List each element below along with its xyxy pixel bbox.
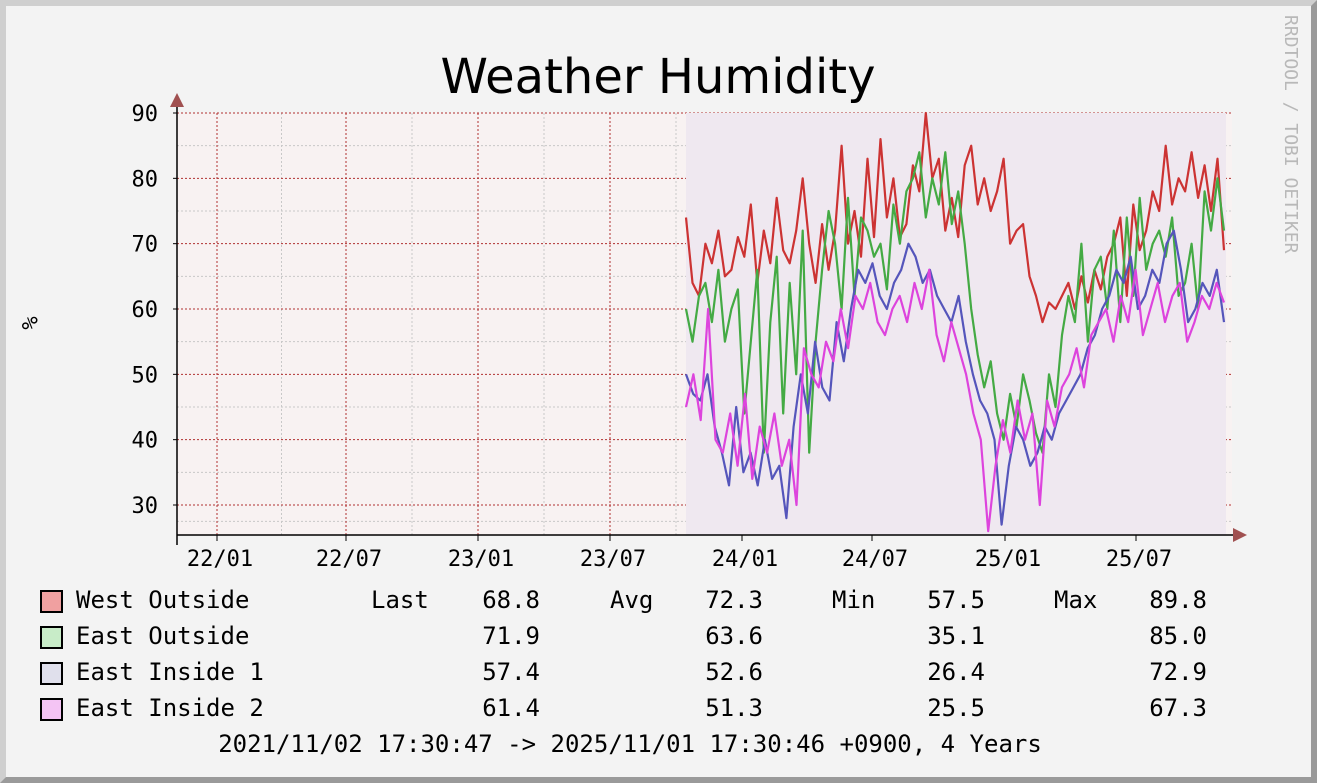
legend-series-name: East Inside 1: [76, 658, 264, 686]
legend-series-name: West Outside: [76, 586, 249, 614]
legend-value: 51.3: [705, 694, 763, 722]
y-tick-label: 50: [132, 363, 159, 388]
legend: Last Avg Min Max West Outside 68.8 72.3 57.…: [40, 586, 1207, 722]
x-tick-label: 22/01: [187, 547, 253, 572]
y-tick-label: 40: [132, 429, 159, 454]
legend-swatch: [40, 590, 63, 613]
legend-value: 26.4: [927, 658, 985, 686]
legend-value: 71.9: [482, 622, 540, 650]
legend-value: 52.6: [705, 658, 763, 686]
legend-last-label: Last: [371, 586, 429, 614]
legend-max-label: Max: [1054, 586, 1097, 614]
legend-avg-label: Avg: [610, 586, 653, 614]
x-tick-label: 23/07: [580, 547, 646, 572]
x-tick-label: 23/01: [448, 547, 514, 572]
y-tick-label: 80: [132, 167, 159, 192]
series-line-west-outside: [684, 111, 1226, 324]
legend-value: 72.3: [705, 586, 763, 614]
time-range-footer: 2021/11/02 17:30:47 -> 2025/11/01 17:30:…: [218, 730, 1042, 758]
x-tick-labels: 22/01 22/07 23/01 23/07 24/01 24/07 25/01 25/07: [187, 547, 1172, 572]
legend-value: 61.4: [482, 694, 540, 722]
legend-value: 25.5: [927, 694, 985, 722]
y-tick-label: 70: [132, 233, 159, 258]
legend-series-name: East Outside: [76, 622, 249, 650]
axes: [170, 93, 1247, 545]
series-lines: [684, 111, 1226, 533]
y-axis-arrow: [170, 93, 184, 107]
legend-min-label: Min: [832, 586, 875, 614]
watermark: RRDTOOL / TOBI OETIKER: [1280, 15, 1301, 254]
legend-series-name: East Inside 2: [76, 694, 264, 722]
legend-swatch: [40, 626, 63, 649]
x-tick-label: 24/01: [712, 547, 778, 572]
legend-value: 85.0: [1149, 622, 1207, 650]
legend-value: 67.3: [1149, 694, 1207, 722]
x-axis-arrow: [1233, 528, 1247, 542]
x-tick-label: 24/07: [842, 547, 908, 572]
legend-value: 72.9: [1149, 658, 1207, 686]
x-tick-label: 22/07: [316, 547, 382, 572]
chart-title: Weather Humidity: [441, 49, 876, 105]
legend-value: 63.6: [705, 622, 763, 650]
y-axis-label: %: [16, 316, 41, 329]
x-tick-label: 25/07: [1106, 547, 1172, 572]
legend-value: 68.8: [482, 586, 540, 614]
legend-swatch: [40, 662, 63, 685]
x-tick-label: 25/01: [975, 547, 1041, 572]
legend-value: 57.4: [482, 658, 540, 686]
legend-value: 89.8: [1149, 586, 1207, 614]
y-tick-label: 60: [132, 298, 159, 323]
data-area-shade: [686, 113, 1226, 535]
y-tick-labels: 30 40 50 60 70 80 90: [132, 102, 159, 519]
y-tick-label: 90: [132, 102, 159, 127]
legend-value: 57.5: [927, 586, 985, 614]
series-line-east-inside-2: [684, 268, 1226, 533]
legend-value: 35.1: [927, 622, 985, 650]
y-tick-label: 30: [132, 494, 159, 519]
legend-swatch: [40, 698, 63, 721]
